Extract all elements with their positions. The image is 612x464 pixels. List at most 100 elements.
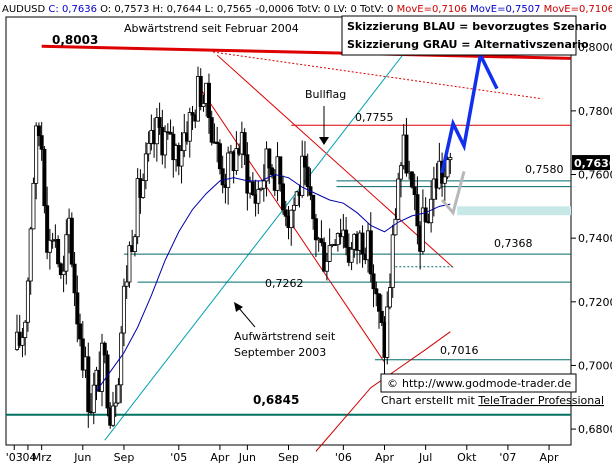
candle: [124, 265, 129, 299]
candle: [56, 235, 61, 268]
candle-body: [409, 171, 414, 188]
candle: [198, 68, 203, 111]
candle-body: [415, 194, 420, 227]
candle: [385, 291, 390, 365]
candle: [190, 106, 195, 130]
annotation-level-7016: 0,7016: [440, 344, 479, 357]
candle-body: [283, 209, 288, 217]
candle: [377, 293, 382, 329]
candle-body: [385, 306, 390, 358]
candle: [91, 372, 96, 425]
candle: [42, 145, 47, 214]
header-segment: H: 0,7644: [149, 4, 201, 15]
candle-body: [69, 217, 74, 265]
candle-body: [124, 281, 129, 287]
candle: [300, 140, 305, 198]
candle: [335, 232, 340, 252]
candle-body: [242, 132, 247, 156]
candle-body: [324, 261, 329, 272]
candle: [127, 241, 132, 288]
header-segment: LV: 0: [330, 4, 357, 15]
x-tick-label: Apr: [210, 451, 230, 464]
candle: [393, 208, 398, 236]
candle-body: [99, 342, 104, 392]
candle-body: [368, 230, 373, 275]
header-segment: TotV: 0: [357, 4, 394, 15]
uptrend-arrow-head: [234, 302, 243, 312]
candle: [102, 341, 107, 364]
candle: [25, 277, 30, 332]
candle-body: [102, 342, 107, 356]
candle: [31, 177, 36, 230]
target-zone-layer: [457, 206, 571, 216]
candle: [105, 350, 110, 417]
candle-body: [431, 178, 436, 200]
candle-body: [448, 157, 453, 161]
candle-body: [327, 245, 332, 262]
annotation-uptrend-line2: September 2003: [234, 346, 326, 359]
candle-body: [377, 293, 382, 312]
candle: [398, 162, 403, 198]
candle: [344, 216, 349, 256]
candle: [113, 384, 118, 417]
candle-body: [209, 117, 214, 143]
candle: [368, 212, 373, 283]
candle-body: [23, 321, 28, 338]
candle-body: [379, 310, 384, 323]
candle-body: [132, 236, 137, 252]
candle-body: [105, 354, 110, 409]
candle: [99, 333, 104, 407]
candle-body: [220, 168, 225, 186]
candle: [267, 148, 272, 184]
candle: [163, 125, 168, 169]
credits-url[interactable]: http://www.godmode-trader.de: [402, 377, 571, 390]
candle-body: [34, 125, 39, 184]
candle: [132, 234, 137, 257]
candle-body: [278, 156, 283, 185]
candle-body: [302, 155, 307, 168]
candle: [86, 342, 91, 428]
candle: [242, 128, 247, 165]
candle-body: [168, 131, 173, 135]
candle-body: [80, 338, 85, 371]
candle: [409, 171, 414, 189]
candle-body: [28, 228, 33, 282]
candle: [20, 327, 25, 358]
candle-body: [58, 263, 63, 276]
x-tick-label: Jun: [73, 451, 91, 464]
x-tick-label: '06: [335, 451, 352, 464]
header-segment: L: 0,7565: [202, 4, 252, 15]
candle-body: [256, 189, 261, 204]
candle: [80, 320, 85, 378]
candle: [442, 163, 447, 201]
header-segment: C: 0,7636: [45, 4, 97, 15]
candle: [319, 220, 324, 247]
header-quote-line: AUDUSD C: 0,7636 O: 0,7573 H: 0,7644 L: …: [2, 4, 612, 15]
candle: [374, 281, 379, 307]
candle-body: [319, 238, 324, 244]
candle-body: [141, 180, 146, 198]
candle: [121, 278, 126, 347]
candle-body: [267, 148, 272, 169]
candle: [220, 155, 225, 194]
x-tick-label: Apr: [375, 451, 395, 464]
candle-body: [259, 187, 264, 190]
candle-body: [322, 242, 327, 272]
downtrend-dotted-line: [213, 51, 543, 100]
candle: [412, 173, 417, 211]
candle-body: [393, 218, 398, 236]
candle-body: [217, 143, 222, 170]
credits-brand[interactable]: TeleTrader Professional: [477, 394, 604, 407]
x-tick-label: Sep: [114, 451, 135, 464]
x-tick-label: Jul: [418, 451, 432, 464]
candle-body: [390, 234, 395, 288]
candle: [217, 139, 222, 175]
candle: [69, 212, 74, 268]
annotation-level-7755: 0,7755: [355, 111, 394, 124]
candle: [206, 73, 211, 134]
